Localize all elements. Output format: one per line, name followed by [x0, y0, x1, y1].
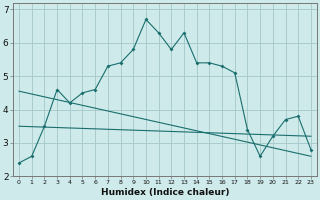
X-axis label: Humidex (Indice chaleur): Humidex (Indice chaleur)	[101, 188, 229, 197]
